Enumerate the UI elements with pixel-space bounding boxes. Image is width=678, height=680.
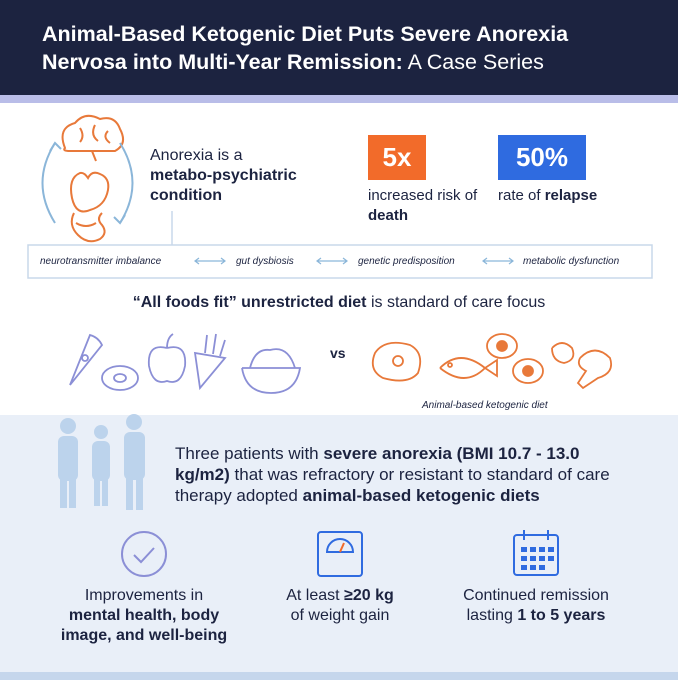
outcome-text: Improvements in: [84, 587, 204, 604]
patients-bold: severe anorexia (BMI 10.7 - 13.0 kg/m2): [175, 444, 580, 484]
people-icon: [58, 414, 145, 510]
factor: metabolic dysfunction: [523, 256, 620, 267]
brain-icon: [61, 114, 125, 243]
check-icon: [121, 531, 167, 577]
outcome: Improvements in mental health, body image…: [44, 586, 244, 646]
scale-icon: [317, 531, 363, 577]
outcome: At least ≥20 kg of weight gain: [255, 586, 425, 626]
stat-label: rate of: [498, 187, 541, 204]
bottom-band: [0, 415, 678, 680]
outcome-bold: 1 to 5 years: [517, 607, 606, 624]
outcome-text: Continued remission lasting: [463, 587, 609, 624]
factor: genetic predisposition: [358, 256, 455, 267]
factor-arrows: [194, 257, 514, 265]
statement: “All foods fit” unrestricted diet is sta…: [0, 294, 678, 312]
outcome-text: At least: [286, 587, 340, 604]
vs-label: vs: [330, 345, 346, 361]
stat-text: increased risk of death: [368, 186, 483, 226]
scale-needle: [339, 542, 345, 553]
outcome-bold: mental health, body image, and well-bein…: [60, 607, 228, 644]
stat-bold: relapse: [544, 187, 598, 204]
patients-text: that was refractory or resistant to stan…: [175, 465, 610, 505]
statement-bold: “All foods fit” unrestricted diet: [132, 294, 367, 311]
outcome-text: of weight gain: [290, 607, 390, 624]
bottom-strip: [0, 672, 678, 680]
factor: neurotransmitter imbalance: [40, 256, 162, 267]
title-main: Animal-Based Ketogenic Diet Puts Severe …: [42, 22, 569, 74]
calendar-days: [521, 547, 554, 570]
stat-bold: death: [368, 207, 409, 224]
meat-icons: [371, 333, 613, 390]
outcome-bold: ≥20 kg: [344, 587, 394, 604]
header-band: [0, 0, 678, 95]
intro-bold: metabo-psychiatric condition: [150, 167, 297, 204]
intro: Anorexia is a metabo-psychiatric conditio…: [150, 146, 330, 206]
stat-text: rate of relapse: [498, 186, 648, 206]
stat-label: increased risk of: [368, 187, 478, 204]
calendar-icon: [513, 530, 559, 576]
intro-text: Anorexia is a: [150, 147, 243, 164]
stat-value: 50%: [498, 135, 586, 180]
header-strip: [0, 95, 678, 103]
top-graphics: [27, 114, 653, 394]
title: Animal-Based Ketogenic Diet Puts Severe …: [42, 20, 652, 76]
food-icons: [69, 333, 302, 394]
statement-text: is standard of care focus: [370, 294, 546, 311]
cycle-arrows: [41, 141, 134, 225]
caption: Animal-based ketogenic diet: [422, 400, 548, 411]
stat-value: 5x: [368, 135, 426, 180]
patients-text: Three patients with: [175, 444, 319, 463]
outcome: Continued remission lasting 1 to 5 years: [446, 586, 626, 626]
title-rest: A Case Series: [407, 50, 544, 74]
patients-bold: animal-based ketogenic diets: [302, 486, 540, 505]
bottom-graphics: [58, 414, 559, 577]
patients: Three patients with severe anorexia (BMI…: [175, 443, 635, 506]
factor: gut dysbiosis: [236, 256, 294, 267]
